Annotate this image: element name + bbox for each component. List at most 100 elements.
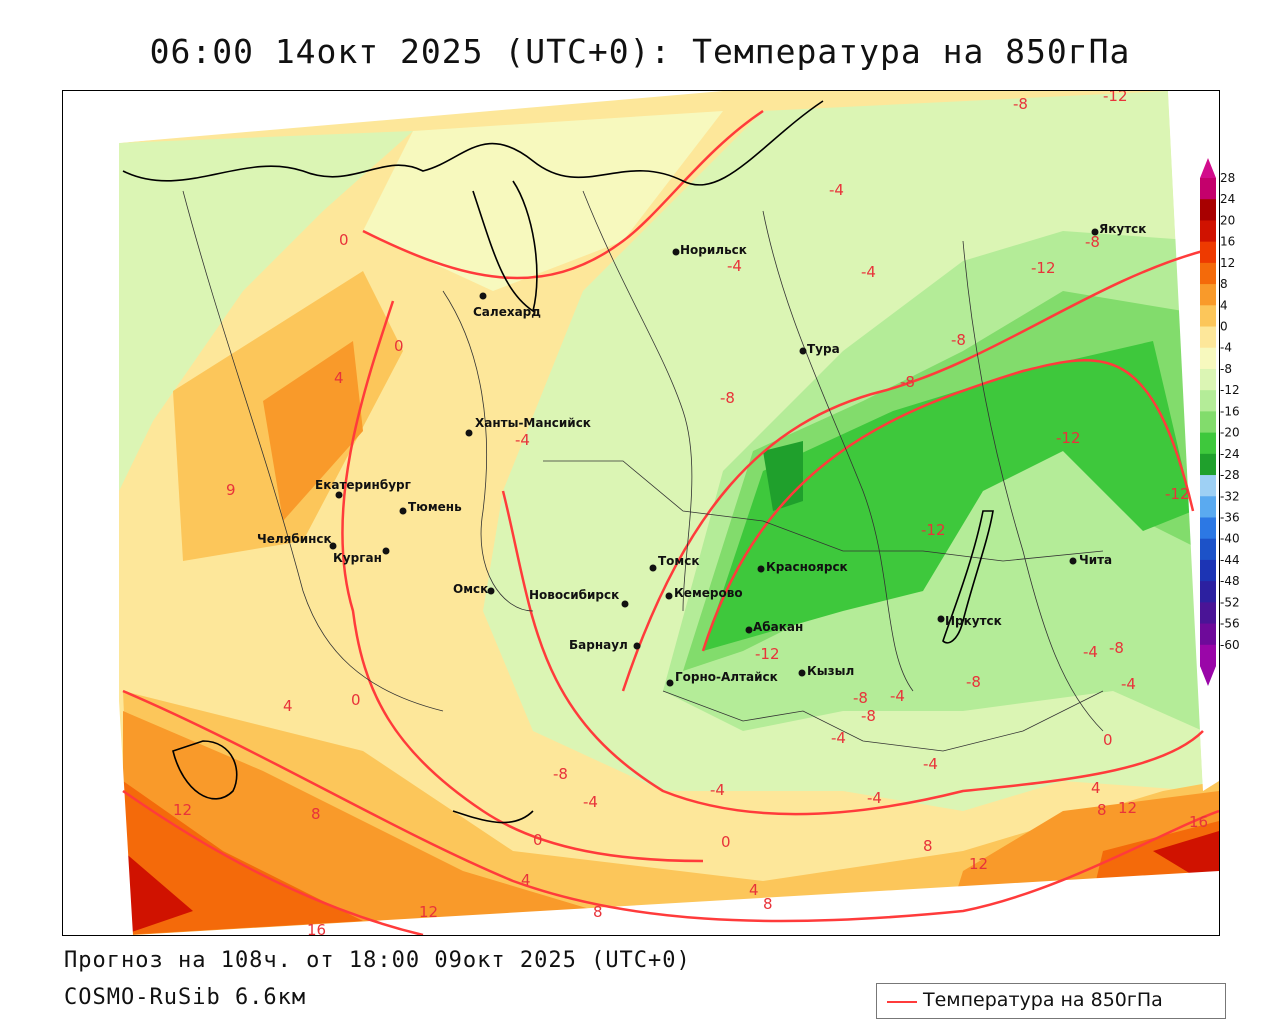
contour-labels: -12 -8 -8 -4 -4 -4 0 -8 -12 -8 0 4 -8 -4…	[173, 91, 1208, 935]
colorbar-tick-label: -12	[1220, 383, 1240, 397]
colorbar-segment	[1200, 517, 1216, 540]
city-dot-gorno	[666, 679, 674, 687]
colorbar-tick-label: -52	[1220, 595, 1240, 609]
colorbar-segment	[1200, 347, 1216, 370]
band-cold-4	[703, 341, 1193, 651]
city-dot-nsk	[621, 600, 629, 608]
border-4	[762, 210, 914, 692]
contour-label: -4	[1121, 675, 1136, 693]
city-khanty-mansiysk: Ханты-Мансийск	[475, 416, 591, 430]
isotherms	[122, 109, 1219, 935]
contour-label: -8	[900, 373, 915, 391]
colorbar-tick-label: 12	[1220, 256, 1235, 270]
city-dot-irkutsk	[937, 615, 945, 623]
contour-label: 4	[1091, 779, 1101, 797]
contour-label: -4	[923, 755, 938, 773]
city-dot-norilsk	[672, 248, 680, 256]
colorbar-tick-label: -28	[1220, 468, 1240, 482]
lake-baikal	[942, 510, 994, 644]
colorbar-tick-label: 8	[1220, 277, 1228, 291]
contour-label: 16	[1189, 813, 1208, 831]
contour-label: 8	[1097, 801, 1107, 819]
city-kurgan: Курган	[333, 551, 382, 565]
contour-label: -8	[1109, 639, 1124, 657]
city-tyumen: Тюмень	[408, 500, 462, 514]
city-tura: Тура	[807, 342, 840, 356]
colorbar-tick-label: 20	[1220, 213, 1235, 227]
colorbar-segment	[1200, 241, 1216, 264]
contour-label: -8	[861, 707, 876, 725]
city-dot-kurgan	[382, 547, 390, 555]
colorbar-segment	[1200, 581, 1216, 603]
city-dot-tura	[799, 347, 807, 355]
colorbar-segment	[1200, 220, 1216, 243]
band-warm-west-2	[263, 341, 363, 521]
caspian-like	[172, 740, 238, 800]
legend-label: Температура на 850гПа	[923, 989, 1163, 1011]
colorbar-segment	[1200, 411, 1216, 434]
contour-label: 16	[307, 921, 326, 935]
city-novosibirsk: Новосибирск	[529, 588, 619, 602]
contour-label: 8	[311, 805, 321, 823]
city-salekhard: Салехард	[473, 305, 541, 319]
contour-label: 12	[969, 855, 988, 873]
contour-label: -4	[831, 729, 846, 747]
city-dot-yakutsk	[1091, 228, 1099, 236]
isotherm-cold-inner	[701, 359, 1195, 652]
outside-domain-w	[63, 143, 133, 935]
city-dot-tomsk	[649, 564, 657, 572]
city-chelyabinsk: Челябинск	[257, 532, 332, 546]
isotherm-0-west	[341, 300, 704, 863]
city-abakan: Абакан	[753, 620, 803, 634]
city-dot-salekhard	[479, 292, 487, 300]
colorbar-segment	[1200, 305, 1216, 328]
map-title: 06:00 14окт 2025 (UTC+0): Температура на…	[149, 32, 1131, 71]
coast-north	[122, 100, 824, 186]
contour-label: 4	[521, 871, 531, 889]
contour-label: -4	[710, 781, 725, 799]
colorbar-segment	[1200, 284, 1216, 306]
colorbar-segment	[1200, 644, 1216, 667]
contour-label: 9	[226, 481, 236, 499]
contour-label: -4	[1083, 643, 1098, 661]
model-name: COSMO-RuSib 6.6км	[64, 985, 307, 1010]
contour-label: 4	[334, 369, 344, 387]
border-6	[543, 460, 1104, 562]
colorbar-segment	[1200, 623, 1216, 646]
city-dot-kyzyl	[798, 669, 806, 677]
city-ekaterinburg: Екатеринбург	[315, 478, 411, 492]
colorbar-tick-label: -32	[1220, 489, 1240, 503]
contour-label: -4	[829, 181, 844, 199]
isotherm-cold-outer	[501, 490, 1204, 816]
city-kyzyl: Кызыл	[807, 664, 854, 678]
border-7	[662, 690, 1104, 752]
outside-domain-nw	[63, 91, 663, 143]
colorbar-bottom-arrow	[1200, 666, 1216, 686]
city-krasnoyarsk: Красноярск	[766, 560, 848, 574]
colorbar-segment	[1200, 602, 1216, 625]
band-west-cool	[119, 131, 413, 491]
isotherm-warm-south	[122, 689, 1219, 923]
contour-label: 0	[721, 833, 731, 851]
contour-label: 8	[923, 837, 933, 855]
balkhash-like	[452, 810, 534, 824]
colorbar-segment	[1200, 432, 1216, 455]
contour-label: 0	[533, 831, 543, 849]
coastlines	[122, 100, 994, 824]
temperature-fill	[63, 91, 1219, 935]
contour-label: -12	[1056, 429, 1081, 447]
colorbar-segment	[1200, 538, 1216, 561]
colorbar-tick-label: 4	[1220, 298, 1228, 312]
colorbar-segment	[1200, 178, 1216, 200]
city-chita: Чита	[1079, 553, 1112, 567]
colorbar-segment	[1200, 453, 1216, 476]
contour-label: 8	[593, 903, 603, 921]
colorbar-tick-label: -24	[1220, 447, 1240, 461]
contour-label: 0	[394, 337, 404, 355]
contour-label: -12	[1031, 259, 1056, 277]
yamal-peninsula	[472, 180, 538, 313]
border-2	[442, 290, 534, 612]
isotherm-0-north	[362, 109, 764, 280]
contour-label: -8	[553, 765, 568, 783]
colorbar-tick-label: -48	[1220, 574, 1240, 588]
